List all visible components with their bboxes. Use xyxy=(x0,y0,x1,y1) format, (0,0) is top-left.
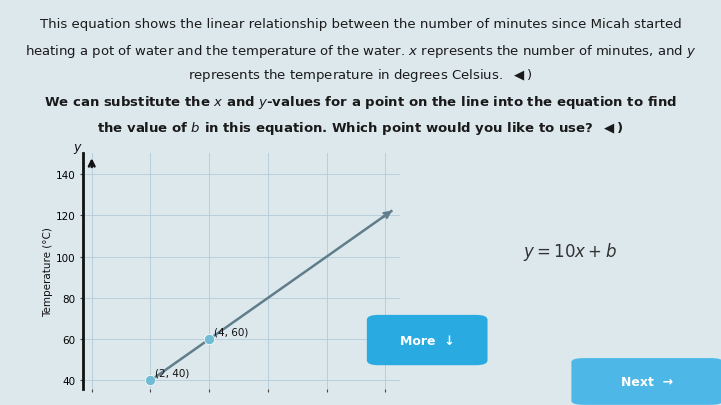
Text: (4, 60): (4, 60) xyxy=(213,326,248,336)
Text: Next  →: Next → xyxy=(621,375,673,388)
Text: $y = 10x + b$: $y = 10x + b$ xyxy=(523,240,616,262)
Point xyxy=(145,377,156,384)
Text: y: y xyxy=(74,141,81,154)
Text: heating a pot of water and the temperature of the water. $x$ represents the numb: heating a pot of water and the temperatu… xyxy=(25,43,696,60)
Y-axis label: Temperature (°C): Temperature (°C) xyxy=(43,226,53,316)
Point xyxy=(203,336,215,343)
Text: This equation shows the linear relationship between the number of minutes since : This equation shows the linear relations… xyxy=(40,18,681,31)
Text: We can substitute the $x$ and $y$-values for a point on the line into the equati: We can substitute the $x$ and $y$-values… xyxy=(44,94,677,111)
Text: represents the temperature in degrees Celsius.  $\blacktriangleleft$): represents the temperature in degrees Ce… xyxy=(188,67,533,84)
FancyBboxPatch shape xyxy=(571,358,721,405)
Text: More  ↓: More ↓ xyxy=(400,334,454,347)
Text: the value of $b$ in this equation. Which point would you like to use?  $\blacktr: the value of $b$ in this equation. Which… xyxy=(97,119,624,136)
FancyBboxPatch shape xyxy=(367,315,487,365)
Text: (2, 40): (2, 40) xyxy=(155,367,189,377)
